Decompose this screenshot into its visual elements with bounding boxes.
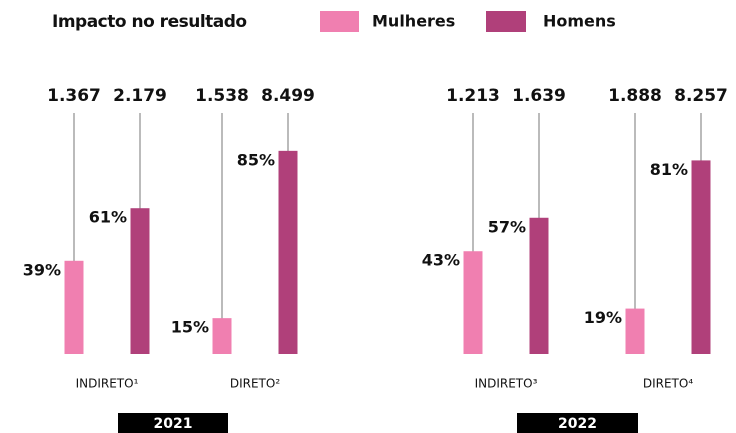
bar	[691, 160, 711, 354]
count-label: 1.367	[47, 86, 101, 106]
value-label: 61%	[89, 208, 127, 227]
legend-swatch	[486, 11, 526, 32]
year-box	[118, 413, 228, 433]
value-label: 43%	[422, 251, 460, 270]
chart-title: Impacto no resultado	[52, 12, 247, 32]
year-label: 2021	[154, 416, 193, 432]
bar	[278, 150, 298, 354]
bar	[529, 217, 549, 354]
value-label: 57%	[488, 217, 526, 236]
legend-label: Homens	[543, 12, 616, 31]
value-label: 19%	[584, 308, 622, 327]
category-label: DIRETO⁴	[643, 377, 693, 391]
year-label: 2022	[558, 416, 597, 432]
category-label: INDIRETO¹	[76, 377, 139, 391]
value-label: 15%	[171, 318, 209, 337]
bar	[212, 318, 232, 354]
value-label: 85%	[237, 150, 275, 169]
count-label: 1.639	[512, 86, 566, 106]
count-label: 1.213	[446, 86, 500, 106]
bar	[64, 260, 84, 354]
bar	[625, 308, 645, 354]
bar	[463, 251, 483, 354]
count-label: 1.888	[608, 86, 662, 106]
category-label: DIRETO²	[230, 377, 280, 391]
category-label: INDIRETO³	[475, 377, 538, 391]
bar	[130, 208, 150, 354]
count-label: 8.499	[261, 86, 315, 106]
year-box	[517, 413, 638, 433]
legend-label: Mulheres	[372, 12, 455, 31]
count-label: 2.179	[113, 86, 167, 106]
value-label: 39%	[23, 260, 61, 279]
count-label: 8.257	[674, 86, 728, 106]
value-label: 81%	[650, 160, 688, 179]
count-label: 1.538	[195, 86, 249, 106]
legend-swatch	[320, 11, 359, 32]
